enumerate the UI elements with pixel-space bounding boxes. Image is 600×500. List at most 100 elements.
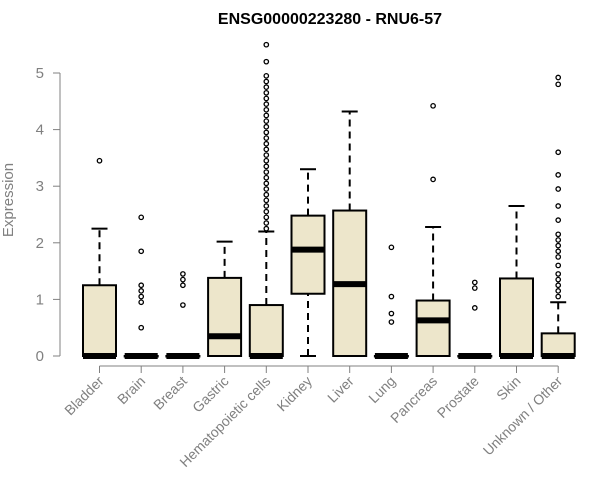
outlier-point bbox=[96, 157, 103, 164]
outlier-point bbox=[263, 123, 270, 130]
outlier-point bbox=[263, 58, 270, 65]
outlier-point bbox=[263, 208, 270, 215]
outlier-point bbox=[263, 101, 270, 107]
outlier-point bbox=[555, 248, 562, 255]
outlier-point bbox=[555, 293, 562, 300]
outlier-point bbox=[263, 140, 270, 147]
outlier-point bbox=[555, 149, 562, 156]
outlier-point bbox=[388, 293, 395, 300]
outlier-point bbox=[138, 214, 145, 221]
outlier-point bbox=[555, 271, 562, 277]
outlier-point bbox=[263, 135, 270, 141]
box-breast bbox=[165, 271, 201, 359]
box-skin bbox=[499, 205, 534, 359]
outlier-point bbox=[555, 203, 562, 209]
outlier-point bbox=[555, 242, 562, 249]
chart-title: ENSG00000223280 - RNU6-57 bbox=[218, 11, 442, 28]
outlier-point bbox=[180, 302, 186, 308]
outlier-point bbox=[388, 319, 395, 325]
outlier-point bbox=[430, 102, 436, 109]
y-tick-label: 2 bbox=[36, 235, 44, 252]
box-body bbox=[82, 284, 117, 357]
outlier-point bbox=[263, 225, 270, 232]
x-tick-label: Bladder bbox=[61, 373, 107, 419]
outlier-point bbox=[555, 254, 562, 260]
outlier-point bbox=[263, 95, 270, 102]
outlier-point bbox=[263, 41, 270, 48]
box-unknown-other bbox=[540, 74, 576, 359]
outlier-point bbox=[388, 244, 395, 251]
outlier-point bbox=[180, 271, 186, 277]
box-gastric bbox=[207, 240, 243, 357]
outlier-point bbox=[555, 172, 562, 178]
outlier-point bbox=[263, 169, 270, 175]
outlier-point bbox=[138, 282, 145, 289]
x-tick-label: Breast bbox=[150, 373, 190, 413]
box-kidney bbox=[290, 168, 326, 357]
x-tick-label: Prostate bbox=[434, 373, 482, 421]
outlier-point bbox=[263, 214, 270, 221]
y-tick-label: 4 bbox=[36, 122, 44, 139]
x-tick-label: Liver bbox=[324, 373, 357, 406]
outlier-point bbox=[263, 163, 270, 170]
box-body bbox=[415, 299, 451, 358]
outlier-point bbox=[263, 203, 270, 209]
outlier-point bbox=[263, 191, 270, 198]
y-tick-label: 0 bbox=[36, 348, 44, 365]
box-brain bbox=[123, 214, 159, 359]
outlier-point bbox=[555, 217, 562, 224]
outlier-point bbox=[555, 74, 562, 81]
outlier-point bbox=[555, 186, 562, 192]
x-tick-label: Skin bbox=[493, 373, 524, 404]
outlier-point bbox=[263, 106, 270, 113]
outlier-point bbox=[263, 157, 270, 164]
outlier-point bbox=[263, 78, 270, 85]
outlier-point bbox=[471, 279, 478, 286]
outlier-point bbox=[263, 146, 270, 153]
box-body bbox=[290, 214, 326, 295]
outlier-point bbox=[263, 118, 270, 124]
box-body bbox=[499, 277, 534, 358]
outlier-point bbox=[138, 288, 145, 294]
outlier-point bbox=[388, 310, 395, 317]
y-axis: 0 1 2 3 4 5 bbox=[36, 65, 61, 365]
box-liver bbox=[332, 110, 368, 357]
outlier-point bbox=[263, 220, 270, 226]
outlier-point bbox=[555, 282, 562, 289]
outlier-point bbox=[138, 299, 145, 306]
outlier-point bbox=[138, 324, 145, 331]
outlier-point bbox=[263, 186, 270, 192]
outlier-point bbox=[263, 152, 270, 158]
outlier-point bbox=[555, 288, 562, 294]
y-tick-label: 5 bbox=[36, 65, 44, 82]
y-tick-label: 1 bbox=[36, 291, 44, 308]
box-lung bbox=[373, 244, 409, 359]
outlier-point bbox=[263, 129, 270, 136]
y-axis-label: Expression bbox=[0, 163, 17, 237]
box-pancreas bbox=[415, 102, 451, 358]
outlier-point bbox=[263, 89, 270, 96]
outlier-point bbox=[555, 81, 562, 88]
x-tick-label: Lung bbox=[365, 373, 398, 406]
box-body bbox=[207, 276, 243, 357]
box-series bbox=[82, 41, 576, 359]
outlier-point bbox=[263, 174, 270, 181]
outlier-point bbox=[555, 231, 562, 238]
outlier-point bbox=[471, 285, 478, 291]
outlier-point bbox=[555, 237, 562, 243]
x-tick-label: Unknown / Other bbox=[480, 373, 566, 459]
box-hematopoietic-cells bbox=[248, 41, 284, 359]
outlier-point bbox=[138, 248, 145, 255]
outlier-point bbox=[555, 262, 562, 269]
x-tick-label: Kidney bbox=[274, 373, 316, 415]
outlier-point bbox=[263, 112, 270, 119]
outlier-point bbox=[430, 176, 436, 183]
y-tick-label: 3 bbox=[36, 178, 44, 195]
outlier-point bbox=[180, 282, 186, 289]
outlier-point bbox=[263, 180, 270, 187]
box-bladder bbox=[82, 157, 117, 359]
outlier-point bbox=[263, 72, 270, 79]
outlier-point bbox=[138, 293, 145, 300]
outlier-point bbox=[471, 305, 478, 311]
